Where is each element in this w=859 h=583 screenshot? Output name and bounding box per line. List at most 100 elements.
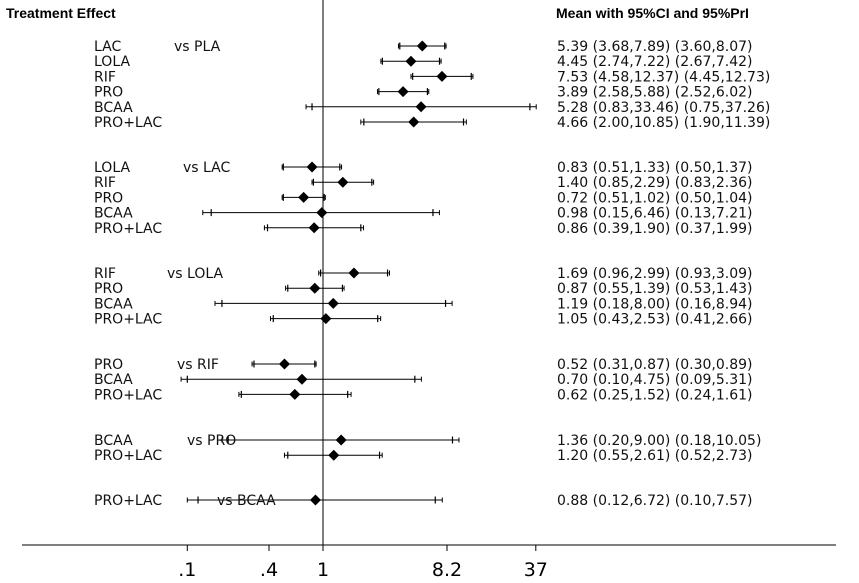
treatment-label: BCAA — [94, 100, 133, 116]
result-value: 5.28 (0.83,33.46) (0.75,37.26) — [557, 100, 770, 116]
result-value: 1.36 (0.20,9.00) (0.18,10.05) — [557, 433, 761, 449]
comparator-label: vs LOLA — [167, 266, 223, 282]
mean-diamond-marker — [309, 494, 321, 506]
comparator-label: vs LAC — [183, 160, 230, 176]
treatment-label: PRO+LAC — [94, 312, 162, 328]
mean-diamond-marker — [320, 313, 332, 325]
treatment-label: RIF — [94, 69, 116, 85]
comparator-label: vs PLA — [174, 39, 221, 55]
result-value: 1.40 (0.85,2.29) (0.83,2.36) — [557, 175, 753, 191]
x-tick-label: .1 — [178, 559, 196, 581]
treatment-label: PRO+LAC — [94, 448, 162, 464]
mean-diamond-marker — [278, 358, 290, 370]
mean-diamond-marker — [397, 86, 409, 98]
treatment-label: LOLA — [94, 160, 130, 176]
mean-diamond-marker — [436, 70, 448, 82]
forest-row: PRO 0.52 (0.31,0.87) (0.30,0.89) — [94, 357, 753, 373]
mean-diamond-marker — [416, 40, 428, 52]
comparator-label: vs PRO — [187, 433, 236, 449]
group-vs-pro: BCAA 1.36 (0.20,9.00) (0.18,10.05)vs PROP… — [94, 433, 761, 464]
forest-row: BCAA 1.19 (0.18,8.00) (0.16,8.94) — [94, 296, 753, 312]
treatment-label: BCAA — [94, 433, 133, 449]
result-value: 0.52 (0.31,0.87) (0.30,0.89) — [557, 357, 753, 373]
mean-diamond-marker — [335, 434, 347, 446]
x-tick-label: 37 — [524, 559, 548, 581]
result-value: 4.45 (2.74,7.22) (2.67,7.42) — [557, 54, 753, 70]
treatment-label: PRO — [94, 85, 123, 101]
treatment-label: LOLA — [94, 54, 130, 70]
chart-title: Treatment Effect — [6, 5, 116, 21]
result-value: 1.20 (0.55,2.61) (0.52,2.73) — [557, 448, 753, 464]
forest-row: PRO+LAC 0.86 (0.39,1.90) (0.37,1.99) — [94, 221, 753, 237]
result-value: 0.83 (0.51,1.33) (0.50,1.37) — [557, 160, 753, 176]
result-value: 0.72 (0.51,1.02) (0.50,1.04) — [557, 190, 753, 206]
result-value: 1.69 (0.96,2.99) (0.93,3.09) — [557, 266, 753, 282]
comparator-label: vs RIF — [177, 357, 219, 373]
mean-diamond-marker — [337, 176, 349, 188]
forest-row: BCAA 1.36 (0.20,9.00) (0.18,10.05) — [94, 433, 761, 449]
forest-row: PRO+LAC 1.20 (0.55,2.61) (0.52,2.73) — [94, 448, 753, 464]
forest-row: PRO+LAC 4.66 (2.00,10.85) (1.90,11.39) — [94, 115, 770, 131]
result-value: 1.19 (0.18,8.00) (0.16,8.94) — [557, 296, 753, 312]
mean-diamond-marker — [296, 373, 308, 385]
result-value: 3.89 (2.58,5.88) (2.52,6.02) — [557, 85, 753, 101]
mean-diamond-marker — [327, 297, 339, 309]
result-value: 0.86 (0.39,1.90) (0.37,1.99) — [557, 221, 753, 237]
treatment-label: PRO — [94, 281, 123, 297]
mean-diamond-marker — [308, 222, 320, 234]
x-tick-label: 1 — [317, 559, 329, 581]
result-value: 4.66 (2.00,10.85) (1.90,11.39) — [557, 115, 770, 131]
forest-row: LAC 5.39 (3.68,7.89) (3.60,8.07) — [94, 39, 753, 55]
forest-row: PRO+LAC 1.05 (0.43,2.53) (0.41,2.66) — [94, 312, 753, 328]
treatment-label: RIF — [94, 175, 116, 191]
treatment-label: BCAA — [94, 206, 133, 222]
mean-diamond-marker — [316, 207, 328, 219]
treatment-label: PRO+LAC — [94, 115, 162, 131]
forest-row: LOLA 0.83 (0.51,1.33) (0.50,1.37) — [94, 160, 753, 176]
result-value: 7.53 (4.58,12.37) (4.45,12.73) — [557, 69, 770, 85]
result-value: 0.98 (0.15,6.46) (0.13,7.21) — [557, 206, 753, 222]
mean-diamond-marker — [328, 449, 340, 461]
comparator-label: vs BCAA — [217, 493, 276, 509]
forest-row: BCAA 5.28 (0.83,33.46) (0.75,37.26) — [94, 100, 770, 116]
forest-row: PRO 0.87 (0.55,1.39) (0.53,1.43) — [94, 281, 753, 297]
treatment-label: RIF — [94, 266, 116, 282]
treatment-label: PRO — [94, 357, 123, 373]
mean-diamond-marker — [298, 191, 310, 203]
group-vs-bcaa: PRO+LAC 0.88 (0.12,6.72) (0.10,7.57) vs BC… — [94, 493, 753, 509]
mean-diamond-marker — [415, 101, 427, 113]
result-value: 0.70 (0.10,4.75) (0.09,5.31) — [557, 372, 753, 388]
result-value: 1.05 (0.43,2.53) (0.41,2.66) — [557, 312, 753, 328]
treatment-label: BCAA — [94, 372, 133, 388]
treatment-label: PRO+LAC — [94, 493, 162, 509]
x-axis: .1 .4 1 8.2 37 — [178, 545, 548, 581]
forest-row: PRO 3.89 (2.58,5.88) (2.52,6.02) — [94, 85, 753, 101]
forest-row: PRO 0.72 (0.51,1.02) (0.50,1.04) — [94, 190, 753, 206]
forest-row: PRO+LAC 0.88 (0.12,6.72) (0.10,7.57) — [94, 493, 753, 509]
mean-diamond-marker — [289, 388, 301, 400]
forest-row: RIF 1.40 (0.85,2.29) (0.83,2.36) — [94, 175, 753, 191]
result-value: 0.88 (0.12,6.72) (0.10,7.57) — [557, 493, 753, 509]
treatment-label: PRO+LAC — [94, 221, 162, 237]
treatment-label: PRO+LAC — [94, 387, 162, 403]
result-value: 0.87 (0.55,1.39) (0.53,1.43) — [557, 281, 753, 297]
mean-diamond-marker — [306, 161, 318, 173]
plot-area: LAC 5.39 (3.68,7.89) (3.60,8.07)vs PLALOL… — [94, 0, 770, 545]
result-value: 0.62 (0.25,1.52) (0.24,1.61) — [557, 387, 753, 403]
group-vs-rif: PRO 0.52 (0.31,0.87) (0.30,0.89)vs RIFBCA… — [94, 357, 753, 403]
group-vs-lac: LOLA 0.83 (0.51,1.33) (0.50,1.37)vs LACRI… — [94, 160, 753, 237]
mean-diamond-marker — [408, 116, 420, 128]
mean-diamond-marker — [348, 267, 360, 279]
forest-row: BCAA 0.70 (0.10,4.75) (0.09,5.31) — [94, 372, 753, 388]
group-vs-lola: RIF 1.69 (0.96,2.99) (0.93,3.09)vs LOLAPR… — [94, 266, 753, 328]
treatment-label: BCAA — [94, 296, 133, 312]
x-tick-label: 8.2 — [432, 559, 462, 581]
treatment-label: LAC — [94, 39, 121, 55]
group-vs-pla: LAC 5.39 (3.68,7.89) (3.60,8.07)vs PLALOL… — [94, 39, 770, 131]
treatment-label: PRO — [94, 190, 123, 206]
mean-diamond-marker — [309, 282, 321, 294]
forest-row: RIF 7.53 (4.58,12.37) (4.45,12.73) — [94, 69, 770, 85]
forest-row: RIF 1.69 (0.96,2.99) (0.93,3.09) — [94, 266, 753, 282]
forest-row: LOLA 4.45 (2.74,7.22) (2.67,7.42) — [94, 54, 753, 70]
